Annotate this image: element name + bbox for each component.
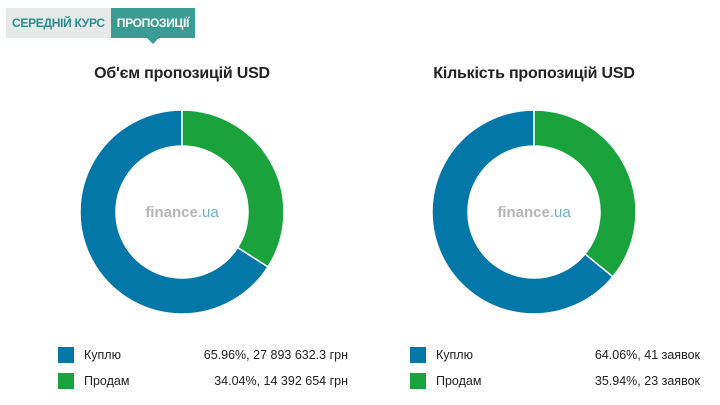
legend-value: 35.94%, 23 заявок <box>594 374 700 388</box>
legend-swatch-buy <box>410 347 426 363</box>
volume-chart: Об'єм пропозицій USD finance.ua Куплю 65… <box>12 60 352 405</box>
legend-swatch-buy <box>58 347 74 363</box>
legend-item-buy[interactable]: Куплю 65.96%, 27 893 632.3 грн <box>58 344 348 370</box>
legend-item-buy[interactable]: Куплю 64.06%, 41 заявок <box>410 344 700 370</box>
legend-label: Куплю <box>84 348 121 362</box>
donut-chart: finance.ua <box>79 109 285 315</box>
legend-value: 65.96%, 27 893 632.3 грн <box>203 348 348 362</box>
watermark-logo: finance.ua <box>145 204 219 221</box>
legend: Куплю 65.96%, 27 893 632.3 грн Продам 34… <box>58 344 348 396</box>
chart-title: Кількість пропозицій USD <box>433 65 635 82</box>
slice-sell[interactable] <box>181 109 285 268</box>
legend-value: 64.06%, 41 заявок <box>594 348 700 362</box>
legend-label: Продам <box>436 374 482 388</box>
legend-swatch-sell <box>58 373 74 389</box>
chart-title: Об'єм пропозицій USD <box>94 65 270 82</box>
count-chart: Кількість пропозицій USD finance.ua Купл… <box>364 60 704 405</box>
legend-value: 34.04%, 14 392 654 грн <box>214 374 348 388</box>
legend: Куплю 64.06%, 41 заявок Продам 35.94%, 2… <box>410 344 700 396</box>
tab-bar: СЕРЕДНІЙ КУРС ПРОПОЗИЦІЇ <box>6 8 196 44</box>
legend-item-sell[interactable]: Продам 35.94%, 23 заявок <box>410 370 700 396</box>
tab-offers[interactable]: ПРОПОЗИЦІЇ <box>110 8 196 44</box>
tab-average-rate[interactable]: СЕРЕДНІЙ КУРС <box>6 8 111 38</box>
legend-swatch-sell <box>410 373 426 389</box>
slice-buy[interactable] <box>431 109 614 315</box>
watermark-logo: finance.ua <box>497 204 571 221</box>
slice-buy[interactable] <box>79 109 270 315</box>
legend-label: Куплю <box>436 348 473 362</box>
legend-label: Продам <box>84 374 130 388</box>
donut-chart: finance.ua <box>431 109 637 315</box>
legend-item-sell[interactable]: Продам 34.04%, 14 392 654 грн <box>58 370 348 396</box>
slice-sell[interactable] <box>533 109 637 278</box>
